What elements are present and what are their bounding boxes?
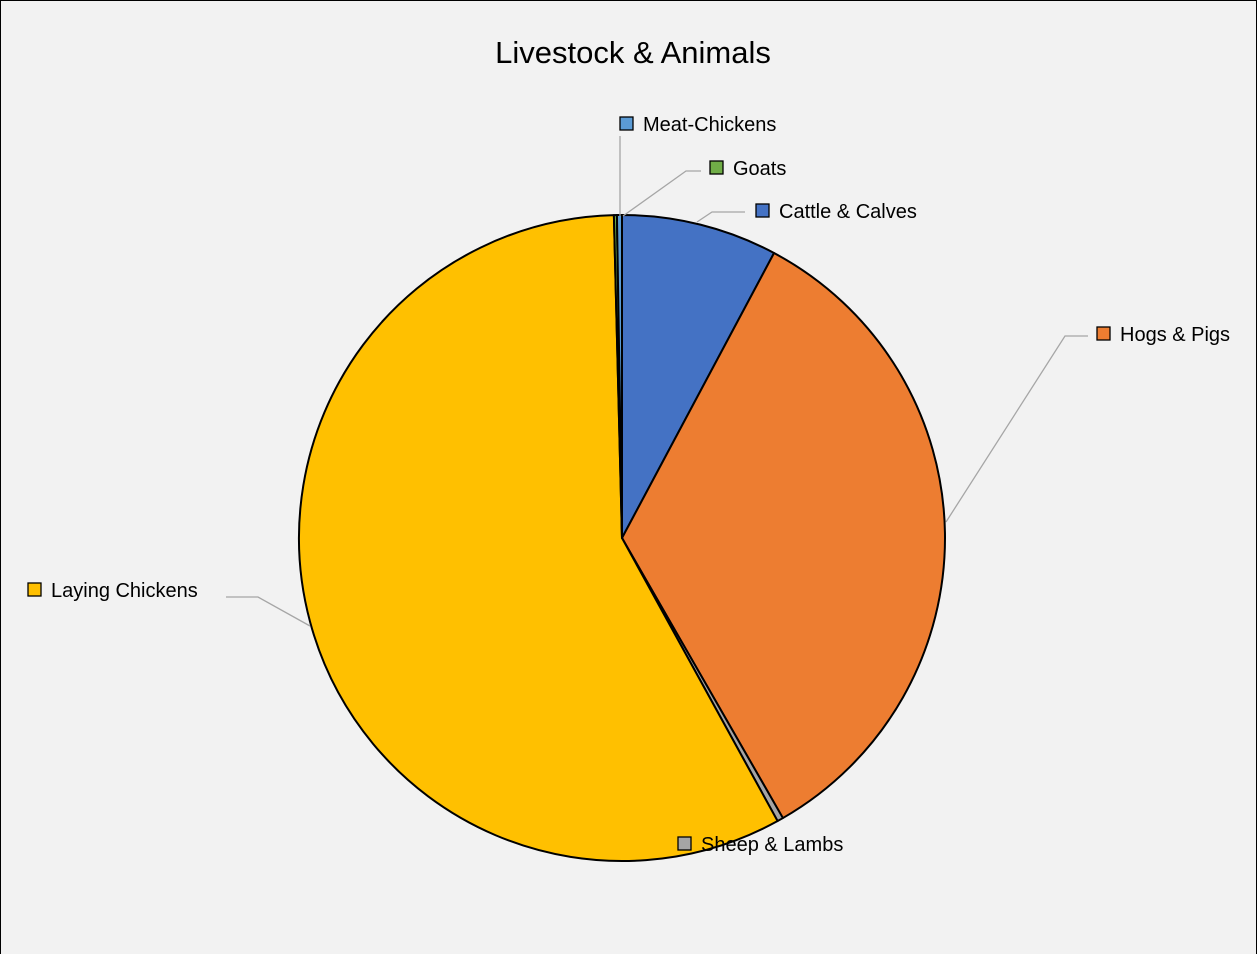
data-label-hogs-pigs: Hogs & Pigs <box>1096 324 1230 346</box>
label-text-meat-chickens: Meat-Chickens <box>643 114 776 136</box>
legend-key-cattle-calves <box>755 203 770 218</box>
label-text-laying-chickens: Laying Chickens <box>51 580 198 602</box>
data-label-goats: Goats <box>709 158 786 180</box>
data-label-meat-chickens: Meat-Chickens <box>619 114 776 136</box>
pie-slice-cattle-calves <box>621 214 776 539</box>
label-text-hogs-pigs: Hogs & Pigs <box>1120 324 1230 346</box>
legend-key-hogs-pigs <box>1096 326 1111 341</box>
legend-key-laying-chickens <box>27 582 42 597</box>
callout-line-cattle-calves <box>696 211 745 223</box>
legend-key-goats <box>709 160 724 175</box>
label-text-sheep-lambs: Sheep & Lambs <box>701 834 843 856</box>
callout-lines <box>226 136 1088 627</box>
slice-labels: Cattle & Calves Hogs & Pigs Sheep & Lambs L… <box>27 114 1230 856</box>
chart-title: Livestock & Animals <box>495 35 771 70</box>
callout-line-hogs-pigs <box>945 335 1088 523</box>
callout-line-laying-chickens <box>226 596 311 627</box>
pie-slices <box>298 214 946 862</box>
legend-key-meat-chickens <box>619 116 634 131</box>
data-label-cattle-calves: Cattle & Calves <box>755 201 917 223</box>
callout-line-goats <box>622 170 701 217</box>
label-text-goats: Goats <box>733 158 786 180</box>
data-label-sheep-lambs: Sheep & Lambs <box>677 834 843 856</box>
label-text-cattle-calves: Cattle & Calves <box>779 201 917 223</box>
legend-key-sheep-lambs <box>677 836 692 851</box>
pie-slice-laying-chickens <box>298 214 779 862</box>
data-label-laying-chickens: Laying Chickens <box>27 580 198 602</box>
